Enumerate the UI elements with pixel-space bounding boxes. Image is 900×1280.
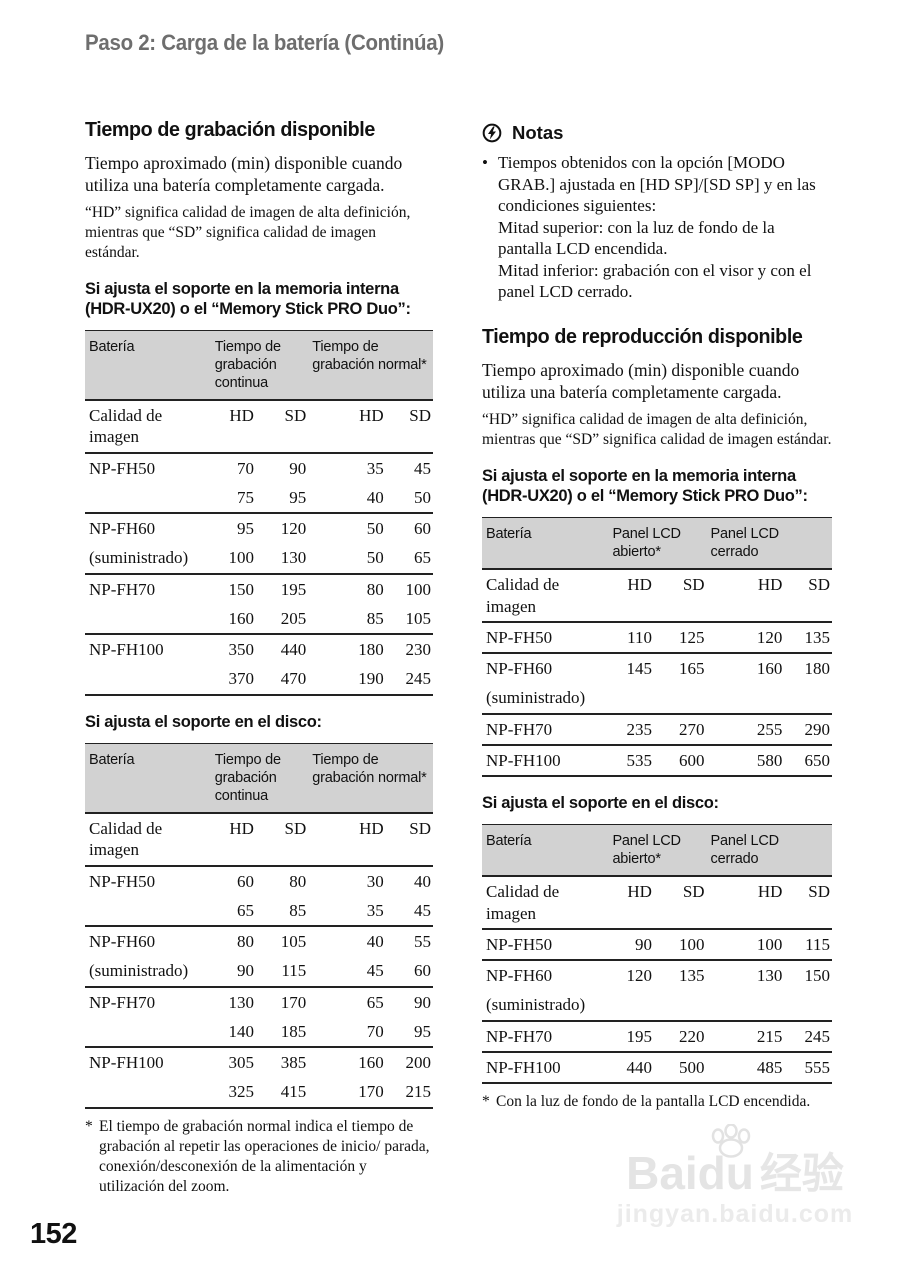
col-header-normal: Tiempo de grabación normal* — [308, 743, 433, 815]
note-bolt-icon — [482, 123, 502, 143]
table-row: (suministrado) 100 130 50 65 — [89, 548, 431, 568]
right-column: Notas • Tiempos obtenidos con la opción … — [482, 118, 832, 1112]
table-row: 325 415 170 215 — [228, 1082, 431, 1102]
notes-title: Notas — [512, 122, 564, 143]
notes-header: Notas — [482, 122, 832, 144]
table-row: NP-FH70 235 270 255 290 — [482, 712, 832, 745]
table-row: NP-FH100 535 600 580 650 — [482, 743, 832, 777]
recording-footnote: * El tiempo de grabación normal indica e… — [85, 1117, 433, 1198]
table-row: NP-FH60 145 165 160 180 — [482, 652, 832, 684]
recording-table-disc: Batería Tiempo de grabación continua Tie… — [85, 742, 433, 1109]
playback-table-memory: Batería Panel LCD abierto* Panel LCD cer… — [482, 517, 832, 778]
table-row: NP-FH50 90 100 100 115 — [482, 927, 832, 961]
col-header-battery: Batería — [482, 824, 609, 878]
table-row: 75 95 40 50 — [236, 487, 431, 507]
footnote-text: Con la luz de fondo de la pantalla LCD e… — [496, 1093, 811, 1111]
table-row: NP-FH70 195 220 215 245 — [482, 1019, 832, 1052]
notes-bullet-item: • Tiempos obtenidos con la opción [MODO … — [482, 152, 832, 303]
table-header-row: Batería Tiempo de grabación continua Tie… — [85, 330, 433, 402]
playback-table-disc: Batería Panel LCD abierto* Panel LCD cer… — [482, 824, 832, 1085]
col-header-battery: Batería — [85, 330, 211, 402]
col-header-lcd-open: Panel LCD abierto* — [608, 824, 707, 878]
disc-table-caption: Si ajusta el soporte en el disco: — [85, 712, 322, 731]
recording-hd-sd-paragraph: “HD” significa calidad de imagen de alta… — [85, 204, 411, 261]
table-row: 140 185 70 95 — [228, 1021, 431, 1041]
table-header-row: Batería Panel LCD abierto* Panel LCD cer… — [482, 824, 832, 878]
col-header-lcd-open: Panel LCD abierto* — [608, 517, 707, 571]
playback-footnote: * Con la luz de fondo de la pantalla LCD… — [482, 1092, 832, 1112]
table-row: NP-FH50 60 80 30 40 — [85, 864, 433, 896]
table-row: 370 470 190 245 — [228, 669, 431, 689]
table-header-row: Batería Tiempo de grabación continua Tie… — [85, 743, 433, 815]
watermark-url: jingyan.baidu.com — [616, 1200, 854, 1228]
playback-intro-paragraph: Tiempo aproximado (min) disponible cuand… — [482, 360, 800, 403]
table-row: NP-FH50 110 125 120 135 — [482, 620, 832, 654]
footnote-asterisk: * — [482, 1093, 490, 1111]
disc-table-caption: Si ajusta el soporte en el disco: — [482, 794, 719, 813]
table-row: NP-FH100 440 500 485 555 — [482, 1050, 832, 1084]
footnote-text: El tiempo de grabación normal indica el … — [99, 1117, 430, 1196]
playback-time-heading: Tiempo de reproducción disponible — [482, 325, 803, 349]
playback-hd-sd-paragraph: “HD” significa calidad de imagen de alta… — [482, 411, 832, 448]
col-header-continuous: Tiempo de grabación continua — [210, 330, 309, 402]
quality-row: Calidad de imagen HD SD HD SD — [482, 569, 832, 622]
watermark-cn-text: 经验 — [759, 1149, 844, 1197]
bullet-icon: • — [482, 153, 488, 172]
quality-label: Calidad de imagen — [486, 882, 560, 923]
table-row: NP-FH100 305 385 160 200 — [85, 1046, 433, 1078]
quality-row: Calidad de imagen HD SD HD SD — [85, 813, 433, 866]
col-header-lcd-closed: Panel LCD cerrado — [706, 824, 832, 878]
table-row: (suministrado) — [486, 688, 586, 708]
quality-label: Calidad de imagen — [486, 575, 560, 616]
table-row: NP-FH60 80 105 40 55 — [85, 925, 433, 957]
notes-text: Tiempos obtenidos con la opción [MODO GR… — [498, 153, 816, 302]
memory-table-caption: Si ajusta el soporte en la memoria inter… — [85, 279, 411, 318]
table-row: NP-FH60 120 135 130 150 — [482, 959, 832, 991]
table-row: NP-FH70 130 170 65 90 — [85, 985, 433, 1017]
page-number: 152 — [30, 1218, 77, 1250]
recording-table-memory: Batería Tiempo de grabación continua Tie… — [85, 329, 433, 696]
recording-intro-paragraph: Tiempo aproximado (min) disponible cuand… — [85, 153, 403, 196]
quality-row: Calidad de imagen HD SD HD SD — [85, 400, 433, 453]
col-header-battery: Batería — [85, 743, 211, 815]
col-header-normal: Tiempo de grabación normal* — [308, 330, 433, 402]
baidu-watermark: Baidu 经验 jingyan.baidu.com — [590, 1124, 880, 1229]
left-column: Tiempo de grabación disponible Tiempo ap… — [85, 118, 433, 1197]
table-row: (suministrado) — [486, 995, 586, 1015]
table-row: (suministrado) 90 115 45 60 — [89, 961, 431, 981]
memory-table-caption: Si ajusta el soporte en la memoria inter… — [482, 466, 808, 505]
table-row: 65 85 35 45 — [236, 900, 431, 920]
paw-icon — [711, 1124, 751, 1158]
table-header-row: Batería Panel LCD abierto* Panel LCD cer… — [482, 517, 832, 571]
quality-row: Calidad de imagen HD SD HD SD — [482, 876, 832, 929]
table-row: NP-FH60 95 120 50 60 — [85, 512, 433, 544]
col-header-continuous: Tiempo de grabación continua — [210, 743, 309, 815]
table-row: NP-FH100 350 440 180 230 — [85, 633, 433, 665]
table-row: NP-FH70 150 195 80 100 — [85, 572, 433, 604]
footnote-asterisk: * — [85, 1117, 93, 1135]
recording-time-heading: Tiempo de grabación disponible — [85, 118, 375, 141]
quality-label: Calidad de imagen — [89, 819, 163, 860]
col-header-lcd-closed: Panel LCD cerrado — [706, 517, 832, 571]
page-header-title: Paso 2: Carga de la batería (Continúa) — [85, 30, 444, 55]
quality-label: Calidad de imagen — [89, 406, 163, 447]
table-row: NP-FH50 70 90 35 45 — [85, 451, 433, 483]
col-header-battery: Batería — [482, 517, 609, 571]
table-row: 160 205 85 105 — [228, 608, 431, 628]
